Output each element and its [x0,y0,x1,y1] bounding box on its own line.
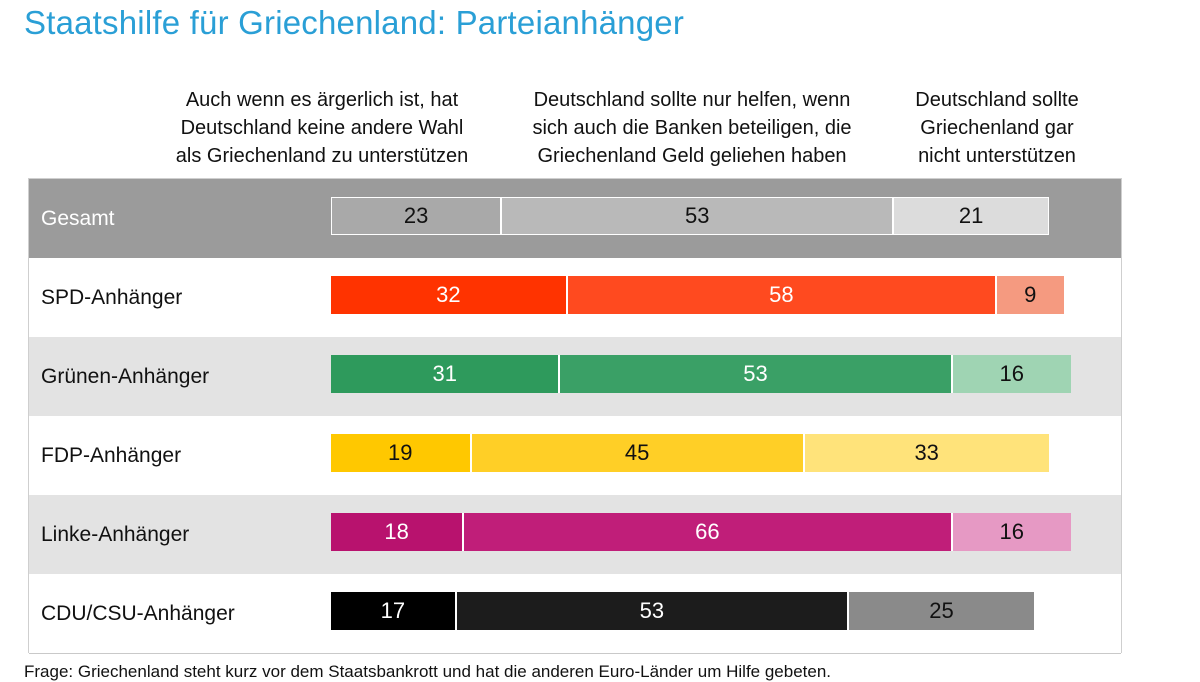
bar-segment: 17 [331,592,457,630]
row-label: Linke-Anhänger [41,523,190,546]
column-header-1: Auch wenn es ärgerlich ist, hat Deutschl… [175,89,469,167]
row-label: CDU/CSU-Anhänger [41,602,235,625]
row-label: Gesamt [41,207,115,230]
row-label: FDP-Anhänger [41,444,182,467]
bar-segment: 53 [501,197,894,235]
bar-segment: 16 [952,513,1071,551]
stacked-bar-table: Gesamt 23 53 21 SPD-Anhänger 32 58 9 Grünen-Anhä… [28,178,1122,654]
bar-segment: 25 [849,592,1034,630]
bar-segment: 31 [331,355,561,393]
bar-segment: 45 [471,434,805,472]
bar-segment: 58 [567,276,997,314]
bar-segment: 23 [331,197,502,235]
column-header-2: Deutschland sollte nur helfen, wenn sich… [532,89,852,167]
row-label: Grünen-Anhänger [41,365,210,388]
row-label: SPD-Anhänger [41,286,183,309]
bar-segment: 32 [331,276,568,314]
bar-segment: 33 [804,434,1049,472]
table-row: Gesamt 23 53 21 [29,179,1121,259]
bar-segment: 66 [464,513,953,551]
bar-segment: 18 [331,513,465,551]
table-row: CDU/CSU-Anhänger 17 53 25 [29,574,1121,654]
footnote: Frage: Griechenland steht kurz vor dem S… [24,662,832,681]
bar-segment: 53 [456,592,849,630]
column-header-3: Deutschland sollte Griechenland gar nich… [915,89,1079,167]
bar-segment: 16 [952,355,1071,393]
chart-title: Staatshilfe für Griechenland: Parteianhä… [24,4,685,41]
table-row: FDP-Anhänger 19 45 33 [29,416,1121,496]
bar-segment: 21 [893,197,1049,235]
bar-segment: 9 [997,276,1064,314]
bar-segment: 19 [331,434,472,472]
table-row: SPD-Anhänger 32 58 9 [29,258,1121,338]
table-row: Linke-Anhänger 18 66 16 [29,495,1121,575]
bar-segment: 53 [560,355,953,393]
table-row: Grünen-Anhänger 31 53 16 [29,337,1121,417]
